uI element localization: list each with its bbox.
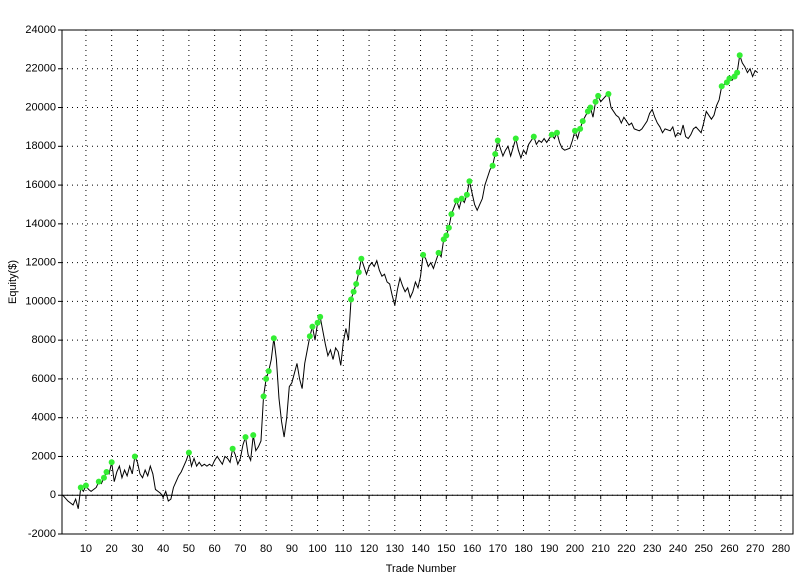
x-tick-label: 250	[695, 543, 713, 555]
new-high-marker	[734, 69, 741, 76]
new-high-marker	[309, 323, 316, 330]
y-tick-label: 16000	[25, 179, 56, 191]
x-tick-label: 150	[437, 543, 455, 555]
new-high-marker	[103, 468, 110, 475]
new-high-marker	[358, 255, 365, 262]
new-high-marker	[242, 434, 249, 441]
equity-line	[62, 55, 759, 509]
x-tick-label: 220	[617, 543, 635, 555]
x-axis-label: Trade Number	[386, 563, 457, 575]
new-high-marker	[489, 162, 496, 169]
y-tick-label: 20000	[25, 101, 56, 113]
y-tick-label: 2000	[32, 450, 56, 462]
x-tick-label: 30	[131, 543, 143, 555]
new-high-marker	[82, 482, 89, 489]
y-tick-label: 22000	[25, 63, 56, 75]
y-tick-label: 6000	[32, 373, 56, 385]
new-high-marker	[512, 135, 519, 142]
new-high-marker	[587, 104, 594, 111]
x-tick-label: 270	[746, 543, 764, 555]
new-high-marker	[571, 127, 578, 134]
new-high-marker	[435, 249, 442, 256]
new-high-marker	[250, 432, 257, 439]
new-high-marker	[263, 375, 270, 382]
x-tick-label: 280	[772, 543, 790, 555]
new-high-marker	[592, 98, 599, 105]
x-tick-label: 70	[234, 543, 246, 555]
new-high-marker	[463, 191, 470, 198]
x-tick-label: 200	[566, 543, 584, 555]
x-tick-label: 130	[386, 543, 404, 555]
y-tick-label: 24000	[25, 24, 56, 36]
new-high-marker	[306, 333, 313, 340]
new-high-marker	[726, 75, 733, 82]
new-high-marker	[718, 83, 725, 90]
y-tick-label: 18000	[25, 140, 56, 152]
new-high-marker	[605, 90, 612, 97]
x-tick-label: 40	[157, 543, 169, 555]
y-tick-label: 14000	[25, 218, 56, 230]
new-high-marker	[492, 151, 499, 158]
x-tick-label: 210	[592, 543, 610, 555]
new-high-marker	[579, 118, 586, 125]
x-tick-label: 10	[80, 543, 92, 555]
new-high-marker	[458, 195, 465, 202]
new-high-marker	[348, 296, 355, 303]
x-tick-label: 100	[308, 543, 326, 555]
new-high-marker	[736, 52, 743, 59]
y-tick-label: 4000	[32, 412, 56, 424]
new-high-marker	[453, 197, 460, 204]
x-tick-label: 60	[209, 543, 221, 555]
new-high-marker	[445, 224, 452, 231]
new-high-marker	[353, 280, 360, 287]
x-tick-label: 90	[286, 543, 298, 555]
new-high-marker	[530, 133, 537, 140]
new-high-marker	[270, 335, 277, 342]
x-tick-label: 170	[489, 543, 507, 555]
y-tick-label: 0	[50, 489, 56, 501]
new-high-marker	[260, 393, 267, 400]
new-high-marker	[350, 288, 357, 295]
new-high-marker	[466, 178, 473, 185]
new-high-marker	[595, 92, 602, 99]
new-high-marker	[100, 474, 107, 481]
new-high-marker	[443, 232, 450, 239]
new-high-marker	[77, 484, 84, 491]
x-tick-label: 20	[106, 543, 118, 555]
new-high-marker	[108, 459, 115, 466]
new-high-marker	[95, 478, 102, 485]
new-high-marker	[265, 368, 272, 375]
x-tick-label: 260	[720, 543, 738, 555]
new-high-marker	[494, 137, 501, 144]
new-high-marker	[317, 313, 324, 320]
x-tick-label: 230	[643, 543, 661, 555]
new-high-marker	[448, 211, 455, 218]
new-high-marker	[131, 453, 138, 460]
x-tick-label: 50	[183, 543, 195, 555]
x-tick-label: 180	[514, 543, 532, 555]
new-high-marker	[553, 129, 560, 136]
x-tick-label: 190	[540, 543, 558, 555]
new-high-marker	[577, 125, 584, 132]
x-tick-label: 160	[463, 543, 481, 555]
new-high-marker	[420, 251, 427, 258]
x-tick-label: 140	[411, 543, 429, 555]
new-high-marker	[548, 131, 555, 138]
x-tick-label: 120	[360, 543, 378, 555]
y-tick-label: -2000	[28, 528, 56, 540]
new-high-marker	[314, 319, 321, 326]
new-high-marker	[355, 269, 362, 276]
new-high-marker	[185, 449, 192, 456]
y-tick-label: 12000	[25, 257, 56, 269]
new-high-marker	[229, 445, 236, 452]
x-tick-label: 240	[669, 543, 687, 555]
y-axis-label: Equity($)	[7, 260, 19, 304]
y-tick-label: 10000	[25, 295, 56, 307]
x-tick-label: 110	[335, 543, 353, 555]
y-tick-label: 8000	[32, 334, 56, 346]
x-tick-label: 80	[260, 543, 272, 555]
